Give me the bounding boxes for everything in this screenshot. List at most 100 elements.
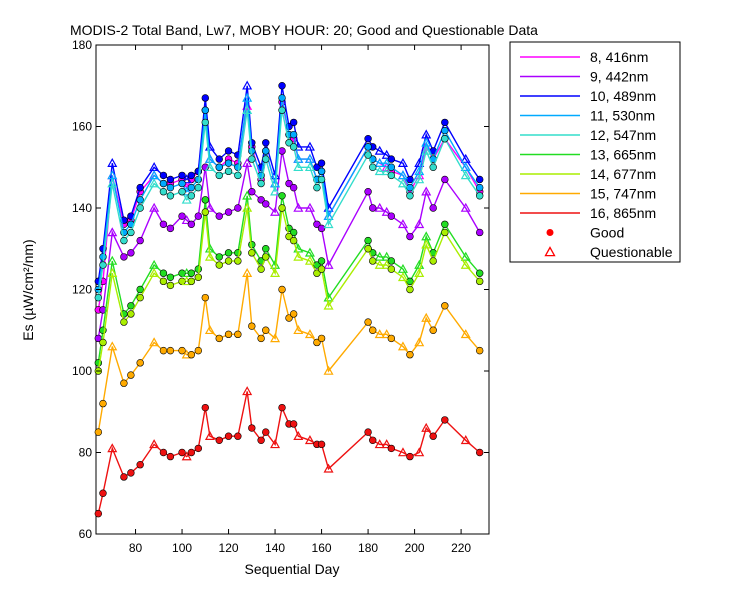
axis-layer: 80 100 120 140 160 180 200 220 60 80 100 120 140 160 1…	[72, 38, 489, 555]
data-point-good	[369, 326, 377, 334]
data-point-good	[257, 334, 265, 343]
data-point-good	[278, 403, 286, 412]
data-point-good	[289, 130, 298, 139]
data-point-good	[406, 192, 414, 200]
data-point-good	[387, 155, 396, 163]
data-point-good	[99, 399, 107, 408]
data-point-good	[187, 220, 196, 229]
x-tick-label: 180	[358, 541, 378, 555]
data-point-good	[159, 269, 168, 277]
data-point-good	[201, 118, 209, 127]
y-tick-label: 140	[72, 201, 92, 215]
data-point-good	[248, 155, 256, 163]
data-point-questionable	[304, 141, 315, 151]
data-point-good	[369, 257, 377, 265]
series-line	[97, 273, 481, 433]
data-point-questionable	[374, 145, 385, 155]
data-point-questionable	[414, 337, 425, 347]
data-point-good	[136, 285, 144, 294]
legend-label: 12, 547nm	[590, 127, 656, 143]
data-point-good	[215, 212, 223, 220]
data-point-good	[364, 318, 372, 326]
data-point-good	[187, 277, 196, 286]
series-layer	[94, 80, 484, 518]
data-point-good	[187, 448, 196, 457]
data-point-questionable	[242, 80, 253, 90]
data-point-questionable	[107, 178, 118, 188]
y-tick-label: 120	[72, 283, 92, 297]
data-point-questionable	[304, 255, 315, 265]
data-point-questionable	[242, 202, 253, 212]
data-point-questionable	[107, 443, 118, 453]
data-point-good	[166, 452, 175, 461]
data-point-good	[224, 330, 233, 339]
data-point-good	[364, 188, 372, 196]
data-point-good	[441, 220, 449, 229]
data-point-good	[224, 159, 233, 167]
data-point-good	[248, 424, 256, 432]
data-point-good	[224, 257, 233, 265]
data-point-good	[317, 440, 326, 449]
data-point-good	[234, 204, 242, 212]
data-point-questionable	[374, 259, 385, 269]
data-point-good	[127, 228, 135, 237]
data-point-good	[441, 118, 449, 127]
data-point-good	[364, 236, 372, 245]
data-point-questionable	[293, 162, 304, 172]
data-point-good	[166, 281, 175, 290]
data-point-good	[262, 326, 270, 334]
data-point-good	[159, 448, 168, 457]
data-point-good	[224, 167, 233, 176]
data-point-good	[364, 245, 372, 253]
data-point-good	[475, 448, 484, 457]
data-point-questionable	[304, 435, 315, 445]
series-line	[97, 391, 481, 514]
data-point-good	[94, 428, 103, 436]
data-point-good	[136, 196, 144, 204]
data-point-questionable	[397, 447, 408, 457]
data-point-good	[262, 253, 270, 261]
data-point-questionable	[381, 206, 392, 216]
data-point-good	[120, 473, 128, 481]
data-point-good	[406, 232, 414, 241]
data-point-good	[387, 171, 396, 180]
chart-title: MODIS-2 Total Band, Lw7, MOBY HOUR: 20; …	[70, 22, 538, 38]
data-point-good	[475, 269, 484, 277]
data-point-questionable	[181, 451, 192, 461]
data-point-good	[262, 245, 270, 253]
data-point-questionable	[397, 178, 408, 188]
data-point-questionable	[242, 157, 253, 167]
data-point-good	[441, 416, 449, 424]
data-point-good	[369, 436, 377, 444]
data-point-good	[406, 351, 414, 359]
data-point-good	[99, 261, 107, 269]
data-point-good	[201, 208, 209, 216]
data-point-good	[285, 314, 293, 322]
data-point-good	[475, 277, 484, 286]
data-point-good	[317, 224, 326, 233]
data-point-good	[441, 135, 449, 143]
data-point-good	[178, 188, 186, 196]
data-point-good	[429, 204, 437, 212]
data-point-questionable	[181, 174, 192, 184]
data-point-good	[278, 204, 286, 212]
data-point-good	[178, 171, 186, 180]
data-point-questionable	[293, 430, 304, 440]
data-point-questionable	[397, 272, 408, 282]
y-tick-label: 80	[79, 446, 93, 460]
data-point-good	[166, 273, 175, 281]
data-point-good	[166, 346, 175, 355]
data-point-good	[313, 163, 321, 171]
data-point-good	[166, 175, 175, 184]
data-point-good	[194, 346, 203, 355]
data-point-good	[317, 257, 326, 265]
data-point-good	[215, 261, 223, 269]
data-point-questionable	[304, 329, 315, 339]
data-point-good	[364, 428, 372, 436]
data-point-questionable	[323, 365, 334, 375]
legend-label: 14, 677nm	[590, 166, 656, 182]
data-point-good	[475, 175, 484, 184]
data-point-good	[136, 204, 144, 212]
